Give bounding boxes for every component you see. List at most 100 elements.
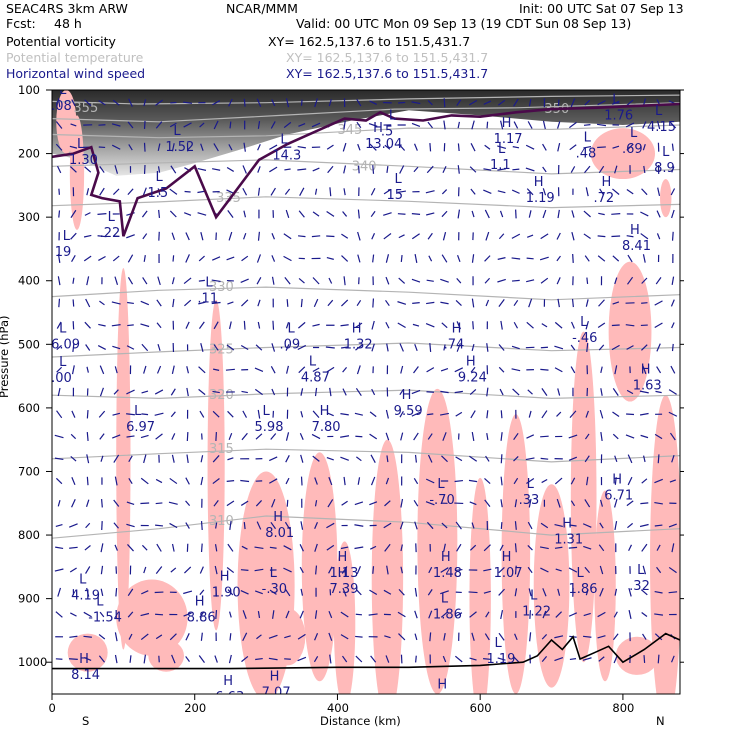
wind-vector [71,498,76,508]
wind-vector [614,455,618,463]
wind-vector [600,366,603,374]
wind-vector [483,590,491,594]
wind-vector [455,299,462,307]
field-name-wind: Horizontal wind speed [6,66,146,81]
wind-vector [471,431,475,442]
wind-vector [286,299,289,307]
wind-vector [641,344,648,351]
wind-vector [342,587,347,597]
wind-vector [612,145,620,149]
wind-vector [257,231,261,241]
wind-vector [671,166,675,173]
wind-vector [155,566,163,574]
speed-extremum-value: -.30 [262,582,287,597]
wind-vector [671,543,675,553]
wind-vector [314,633,319,641]
wind-vector [440,412,449,416]
wind-vector [386,565,389,575]
speed-extremum-marker: H [270,670,280,685]
wind-vector [55,611,63,618]
wind-vector [69,567,77,573]
wind-vector [670,299,675,307]
wind-vector [598,656,605,662]
wind-vector [540,435,549,438]
wind-vector [254,546,264,550]
pv-anomaly [301,452,338,682]
wind-vector [257,187,261,196]
wind-vector [526,188,534,196]
wind-vector [99,365,105,375]
speed-extremum-value: 6.09 [429,693,458,708]
wind-vector [113,522,119,529]
wind-vector [271,255,276,262]
wind-vector [471,120,475,130]
y-tick-label: 500 [18,337,40,351]
wind-vector [528,588,532,597]
speed-extremum-marker: L [655,104,663,119]
wind-vector [226,500,235,507]
pv-anomaly [148,639,185,672]
wind-vector [357,477,361,485]
wind-vector [140,612,150,617]
wind-vector [343,188,346,196]
wind-vector [254,590,263,595]
wind-vector [86,587,90,597]
wind-vector [284,168,291,171]
wind-vector [70,433,77,440]
wind-vector [354,546,364,550]
wind-vector [542,166,547,173]
wind-vector [326,366,335,373]
wind-vector [414,343,418,351]
wind-vector [497,278,506,283]
speed-extremum-marker: L [205,276,213,291]
wind-vector [412,323,420,327]
wind-vector [340,413,349,416]
wind-vector [299,566,304,574]
wind-vector [114,366,118,374]
wind-vector [554,523,563,528]
speed-extremum-value: .32 [629,579,650,594]
wind-vector [97,212,107,215]
wind-vector [443,344,446,351]
wind-vector [498,99,506,106]
wind-vector [671,143,674,151]
wind-vector [542,188,547,196]
wind-vector [255,344,263,351]
wind-vector [186,366,190,374]
wind-vector [185,656,190,662]
wind-vector [385,276,390,285]
wind-vector [585,410,589,418]
wind-vector [642,633,647,640]
wind-vector [386,343,389,352]
wind-vector [400,566,403,574]
speed-extremum-marker: L [288,321,296,336]
wind-vector [171,143,175,152]
model-name: SEAC4RS 3km ARW [6,1,128,16]
wind-vector [69,546,78,549]
wind-vector [500,522,503,529]
wind-vector [212,100,221,106]
wind-vector [570,166,576,173]
wind-vector [228,98,233,107]
speed-extremum-value: 1.76 [604,108,633,123]
wind-vector [300,99,303,106]
wind-vector [84,212,91,216]
wind-vector [286,365,289,374]
wind-vector [512,388,520,396]
wind-vector [600,388,603,396]
wind-vector [486,343,489,352]
wind-vector [157,276,161,286]
wind-vector [240,589,249,595]
wind-vector [640,434,649,439]
wind-vector [56,165,62,174]
wind-vector [585,320,589,330]
speed-extremum-marker: H [195,595,205,610]
wind-vector [298,321,306,329]
wind-vector [485,455,490,462]
speed-extremum-value: .09 [280,337,301,352]
field-xy-pv: XY= 162.5,137.6 to 151.5,431.7 [268,34,471,49]
wind-vector [269,589,277,595]
wind-vector [656,233,661,240]
wind-vector [55,121,63,129]
wind-vector [270,433,277,440]
